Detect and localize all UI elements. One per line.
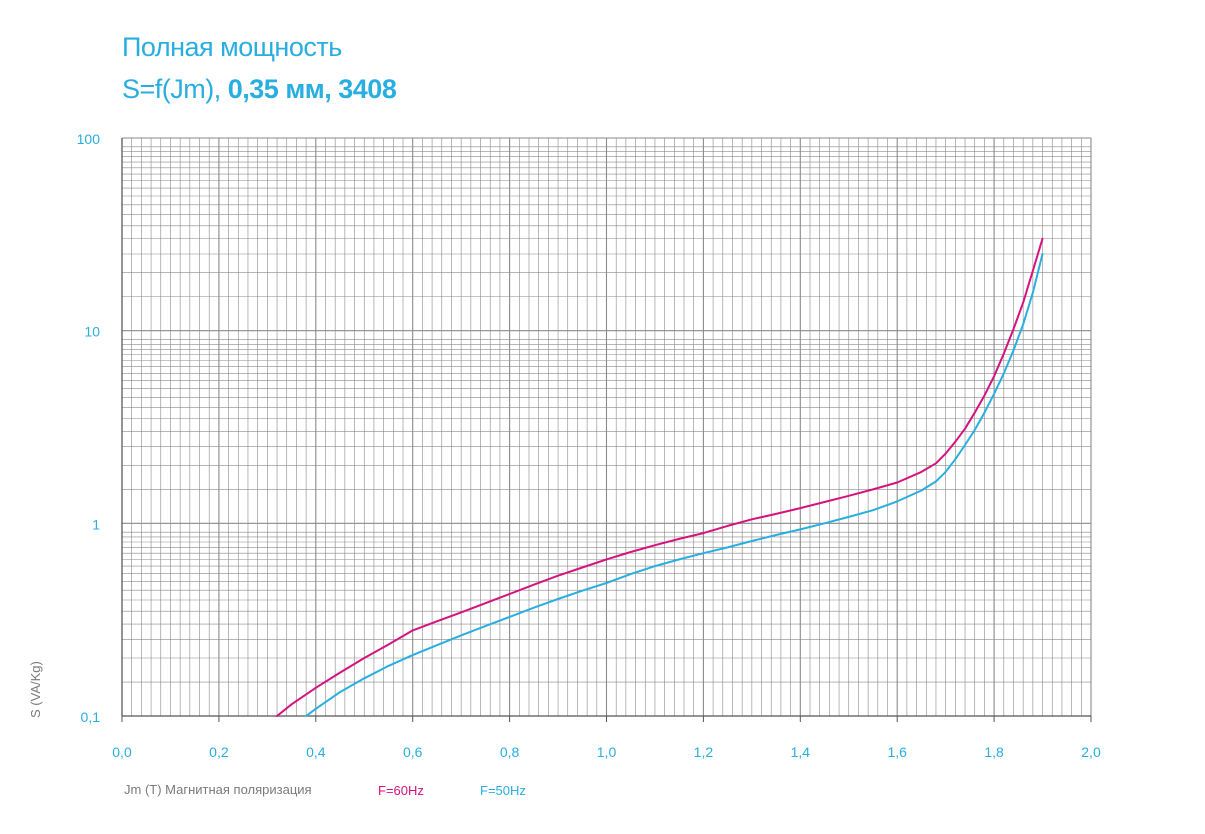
chart-tick-labels: 0,0 0,2 0,4 0,6 0,8 1,0 1,2 1,4 1,6 1,8 2,0 0,1 1 10 1… — [77, 131, 1101, 760]
y-tick-label: 100 — [77, 131, 101, 147]
x-tick-label: 0,0 — [112, 744, 132, 760]
x-tick-label: 0,8 — [500, 744, 520, 760]
x-tick-label: 2,0 — [1081, 744, 1101, 760]
series-line-60hz — [276, 237, 1044, 717]
x-tick-label: 0,6 — [403, 744, 423, 760]
chart-title-prefix: S=f(Jm), — [122, 74, 228, 104]
chart-title-line1: Полная мощность — [122, 32, 342, 62]
x-tick-label: 1,2 — [694, 744, 714, 760]
y-tick-label: 10 — [84, 324, 100, 340]
legend-50hz: F=50Hz — [480, 783, 526, 798]
y-tick-label: 1 — [92, 516, 100, 532]
y-axis-label: S (VA/Kg) — [28, 661, 43, 718]
chart-axes — [121, 138, 1092, 722]
chart-grid — [121, 137, 1092, 717]
x-tick-label: 0,4 — [306, 744, 326, 760]
x-tick-label: 1,4 — [791, 744, 811, 760]
x-tick-label: 1,8 — [984, 744, 1004, 760]
series-line-50hz — [305, 253, 1044, 717]
chart-title-line2: S=f(Jm), 0,35 мм, 3408 — [122, 74, 397, 105]
x-axis-label: Jm (T) Магнитная поляризация — [124, 782, 312, 797]
y-tick-label: 0,1 — [81, 709, 101, 725]
x-tick-label: 1,0 — [597, 744, 617, 760]
chart-series — [276, 237, 1044, 717]
chart-title-bold: 0,35 мм, 3408 — [227, 74, 397, 104]
x-tick-label: 1,6 — [887, 744, 907, 760]
x-tick-label: 0,2 — [209, 744, 229, 760]
legend-60hz: F=60Hz — [378, 783, 424, 798]
